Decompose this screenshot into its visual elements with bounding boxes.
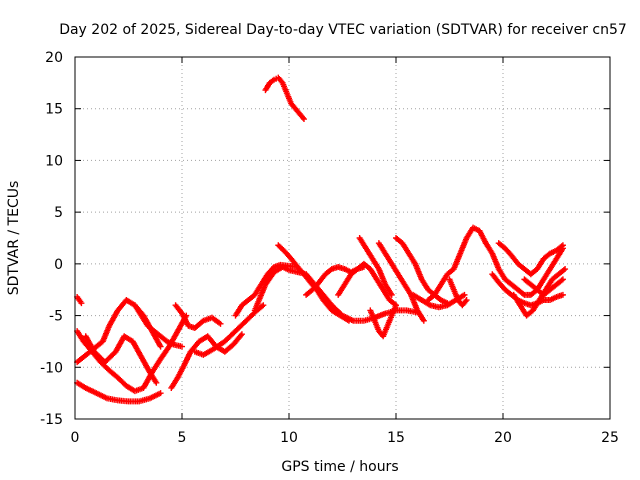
series-trace-21 [410, 291, 468, 311]
series-trace-23 [446, 276, 470, 309]
series-trace-26 [495, 240, 566, 278]
y-tick-label: 5 [54, 205, 63, 221]
series-trace-28 [521, 276, 566, 298]
series-trace-4 [74, 297, 164, 366]
data-point [559, 242, 566, 249]
data-point [157, 343, 164, 350]
data-point [217, 320, 224, 327]
data-point [520, 290, 527, 297]
y-axis-label: SDTVAR / TECUs [6, 181, 22, 296]
data-point [463, 297, 470, 304]
series-trace-17 [356, 235, 395, 298]
data-point [238, 331, 245, 338]
data-point [559, 291, 566, 298]
data-point [388, 291, 395, 298]
series-trace-11 [262, 74, 307, 123]
y-tick-label: -5 [49, 309, 63, 325]
data-point [278, 78, 285, 85]
data-point [179, 343, 185, 350]
data-point [237, 332, 244, 339]
y-tick-label: 10 [45, 153, 63, 169]
y-tick-label: 20 [45, 50, 63, 66]
data-point [462, 298, 469, 305]
data-point [157, 390, 164, 397]
x-tick-label: 20 [494, 430, 512, 446]
series-trace-1 [74, 293, 85, 307]
series-trace-20 [393, 235, 451, 307]
data-point [153, 379, 160, 386]
y-tick-label: 15 [45, 102, 63, 118]
data-point [78, 300, 85, 307]
x-tick-label: 5 [178, 430, 187, 446]
series-trace-3 [74, 379, 164, 405]
series-trace-6 [131, 302, 185, 350]
data-point [299, 114, 306, 121]
series-trace-7 [168, 331, 245, 391]
data-point [461, 291, 468, 298]
series-trace-27 [510, 266, 569, 319]
series-trace-12 [251, 263, 310, 314]
x-tick-label: 25 [601, 430, 619, 446]
series-trace-24 [482, 240, 566, 298]
plot-frame [74, 56, 611, 420]
y-tick-label: -10 [40, 360, 63, 376]
x-tick-label: 10 [280, 430, 298, 446]
data-point [420, 317, 427, 324]
chart-title: Day 202 of 2025, Sidereal Day-to-day VTE… [59, 22, 627, 38]
series-trace-19 [375, 240, 427, 324]
x-tick-label: 0 [71, 430, 80, 446]
data-point [260, 302, 267, 309]
series-trace-16 [335, 260, 399, 309]
data-point [393, 302, 399, 309]
ticks-layer: 0 5 10 15 20 25 -15 -10 -5 0 5 10 15 20 [40, 50, 619, 446]
data-point [558, 243, 565, 250]
x-tick-label: 15 [387, 430, 405, 446]
series-trace-18 [367, 302, 399, 340]
series-trace-9 [191, 302, 267, 358]
data-point [560, 267, 567, 274]
data-point [558, 277, 565, 284]
series-trace-22 [425, 224, 489, 304]
data-point [559, 276, 566, 283]
y-tick-label: -15 [40, 412, 63, 428]
data-point [562, 266, 569, 273]
series-layer [74, 74, 569, 405]
x-axis-label: GPS time / hours [281, 459, 398, 475]
series-trace-15 [303, 263, 367, 298]
y-tick-label: 0 [54, 257, 63, 273]
data-point [259, 303, 266, 310]
data-point [300, 116, 307, 123]
series-trace-8 [172, 302, 224, 331]
series-trace-5 [82, 333, 160, 386]
